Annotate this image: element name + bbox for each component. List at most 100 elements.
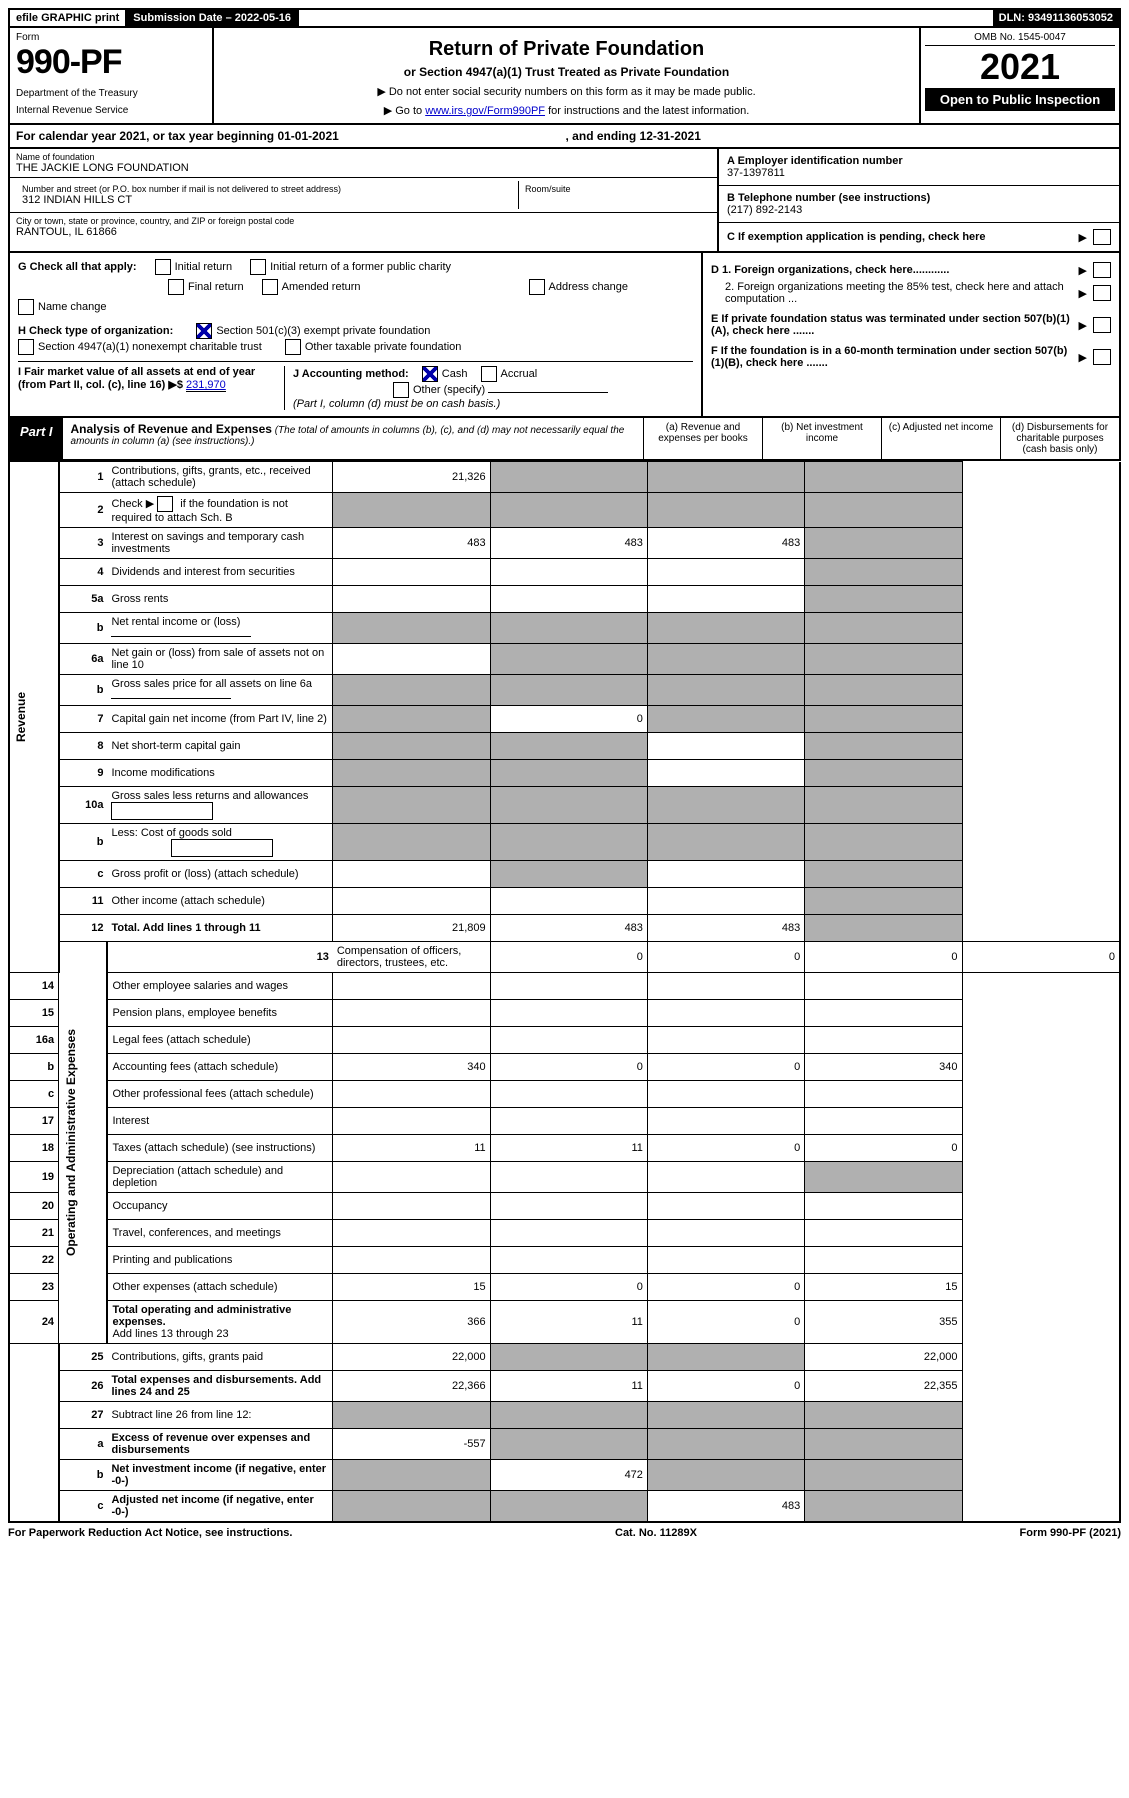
line-no: 18 — [9, 1135, 59, 1162]
d1-label: D 1. Foreign organizations, check here..… — [711, 264, 1079, 276]
sch-b-checkbox[interactable] — [157, 496, 173, 512]
line-no: 2 — [59, 493, 108, 528]
cash-checkbox[interactable] — [422, 366, 438, 382]
line-val-c: 0 — [805, 942, 962, 973]
final-return-label: Final return — [188, 281, 244, 293]
501c3-label: Section 501(c)(3) exempt private foundat… — [216, 325, 430, 337]
line-val-d: 22,355 — [805, 1371, 962, 1402]
exemption-pending-checkbox[interactable] — [1093, 229, 1111, 245]
table-row: bNet rental income or (loss) — [9, 613, 1120, 644]
line-val-d: 22,000 — [805, 1344, 962, 1371]
address-label: Number and street (or P.O. box number if… — [22, 184, 512, 194]
efile-print-button[interactable]: efile GRAPHIC print — [10, 10, 127, 26]
line-no: c — [59, 861, 108, 888]
table-row: 10aGross sales less returns and allowanc… — [9, 787, 1120, 824]
table-row: 18 Taxes (attach schedule) (see instructi… — [9, 1135, 1120, 1162]
line-no: 21 — [9, 1220, 59, 1247]
form-title: Return of Private Foundation — [226, 38, 907, 61]
line-val-b: 0 — [490, 1054, 647, 1081]
line-val-d: 355 — [805, 1301, 962, 1344]
checkbox-section: G Check all that apply: Initial return I… — [8, 253, 1121, 418]
line-no: 8 — [59, 733, 108, 760]
f-checkbox[interactable] — [1093, 349, 1111, 365]
ein-label: A Employer identification number — [727, 155, 903, 167]
line-desc: Contributions, gifts, grants, etc., rece… — [107, 462, 332, 493]
d2-checkbox[interactable] — [1093, 285, 1111, 301]
table-row: 15 Pension plans, employee benefits — [9, 1000, 1120, 1027]
line-val-b: 483 — [490, 915, 647, 942]
line-no: 4 — [59, 559, 108, 586]
line-no: 27 — [59, 1402, 108, 1429]
table-row: 6aNet gain or (loss) from sale of assets… — [9, 644, 1120, 675]
line-desc: Total. Add lines 1 through 11 — [107, 915, 332, 942]
line-val-c: 483 — [647, 528, 804, 559]
line-no: 20 — [9, 1193, 59, 1220]
initial-return-checkbox[interactable] — [155, 259, 171, 275]
section-g: G Check all that apply: Initial return I… — [18, 259, 693, 315]
line-val-a: 483 — [333, 528, 490, 559]
line-val-d: 0 — [962, 942, 1120, 973]
table-row: 9Income modifications — [9, 760, 1120, 787]
form-id-block: Form 990-PF Department of the Treasury I… — [10, 28, 214, 123]
footer-left: For Paperwork Reduction Act Notice, see … — [8, 1527, 292, 1539]
line-desc: Adjusted net income (if negative, enter … — [107, 1491, 332, 1523]
part-1-title: Analysis of Revenue and Expenses — [71, 422, 272, 436]
omb-number: OMB No. 1545-0047 — [925, 32, 1115, 46]
fmv-value: 231,970 — [186, 379, 226, 392]
city-label: City or town, state or province, country… — [16, 216, 711, 226]
line-desc: Excess of revenue over expenses and disb… — [107, 1429, 332, 1460]
table-row: Revenue 1 Contributions, gifts, grants, … — [9, 462, 1120, 493]
other-taxable-checkbox[interactable] — [285, 339, 301, 355]
final-return-checkbox[interactable] — [168, 279, 184, 295]
table-row: 12Total. Add lines 1 through 1121,809483… — [9, 915, 1120, 942]
line-no: c — [9, 1081, 59, 1108]
line-val-b: 11 — [490, 1301, 647, 1344]
table-row: 7Capital gain net income (from Part IV, … — [9, 706, 1120, 733]
line-desc: Compensation of officers, directors, tru… — [333, 942, 490, 973]
line-desc: Gross sales less returns and allowances — [107, 787, 332, 824]
line-no: 19 — [9, 1162, 59, 1193]
line-desc: Contributions, gifts, grants paid — [107, 1344, 332, 1371]
cash-basis-note: (Part I, column (d) must be on cash basi… — [293, 398, 500, 410]
city-value: RANTOUL, IL 61866 — [16, 226, 711, 238]
line-desc: Total operating and administrative expen… — [107, 1301, 332, 1344]
line-no: 15 — [9, 1000, 59, 1027]
table-row: bGross sales price for all assets on lin… — [9, 675, 1120, 706]
4947a1-checkbox[interactable] — [18, 339, 34, 355]
line-desc: Taxes (attach schedule) (see instruction… — [107, 1135, 332, 1162]
amended-return-checkbox[interactable] — [262, 279, 278, 295]
line-desc: Gross sales price for all assets on line… — [107, 675, 332, 706]
arrow-icon: ▶ — [1079, 287, 1087, 300]
form-number: 990-PF — [16, 43, 206, 82]
line-no: b — [59, 1460, 108, 1491]
e-checkbox[interactable] — [1093, 317, 1111, 333]
line-desc: Pension plans, employee benefits — [107, 1000, 332, 1027]
line-no: 12 — [59, 915, 108, 942]
initial-return-former-checkbox[interactable] — [250, 259, 266, 275]
501c3-checkbox[interactable] — [196, 323, 212, 339]
line-no: 24 — [9, 1301, 59, 1344]
open-to-public-badge: Open to Public Inspection — [925, 88, 1115, 111]
table-row: aExcess of revenue over expenses and dis… — [9, 1429, 1120, 1460]
accrual-checkbox[interactable] — [481, 366, 497, 382]
address-change-checkbox[interactable] — [529, 279, 545, 295]
amended-return-label: Amended return — [282, 281, 361, 293]
line-no: b — [59, 824, 108, 861]
line-val-b: 472 — [490, 1460, 647, 1491]
line-no: 10a — [59, 787, 108, 824]
department-label: Department of the Treasury — [16, 88, 206, 99]
table-row: 3 Interest on savings and temporary cash… — [9, 528, 1120, 559]
line-no: 3 — [59, 528, 108, 559]
irs-label: Internal Revenue Service — [16, 105, 206, 116]
table-row: cOther professional fees (attach schedul… — [9, 1081, 1120, 1108]
line-val-c: 0 — [647, 1301, 804, 1344]
d1-checkbox[interactable] — [1093, 262, 1111, 278]
line-desc: Interest on savings and temporary cash i… — [107, 528, 332, 559]
table-row: bLess: Cost of goods sold — [9, 824, 1120, 861]
name-change-checkbox[interactable] — [18, 299, 34, 315]
line-val-d: 0 — [805, 1135, 962, 1162]
other-method-checkbox[interactable] — [393, 382, 409, 398]
line-no: 7 — [59, 706, 108, 733]
h-label: H Check type of organization: — [18, 325, 173, 337]
form990pf-link[interactable]: www.irs.gov/Form990PF — [425, 105, 545, 117]
